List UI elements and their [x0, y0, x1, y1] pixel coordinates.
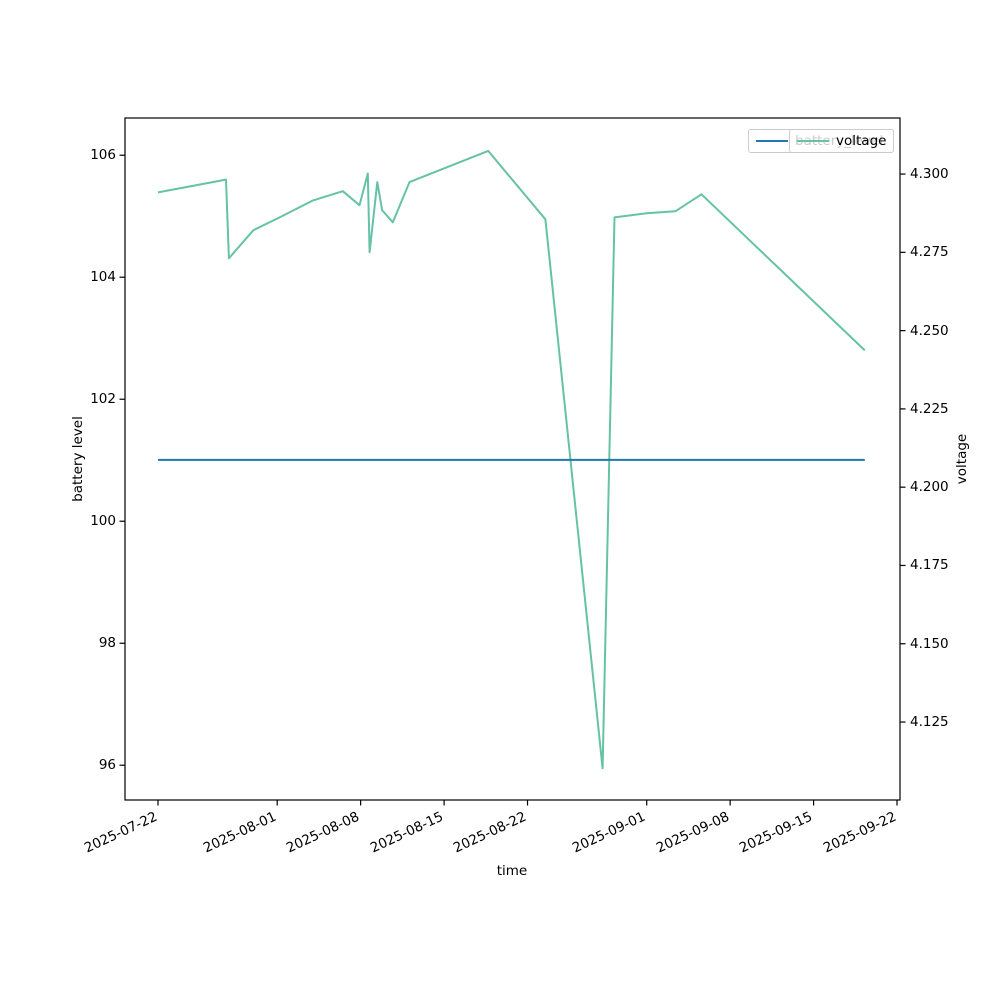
left-axis-tick-label: 106 — [90, 147, 116, 164]
left-axis-title: battery level — [70, 416, 86, 502]
legend-line-sample-voltage — [797, 140, 829, 142]
right-axis-tick-label: 4.275 — [910, 244, 949, 261]
left-axis-tick-label: 96 — [98, 757, 116, 774]
right-axis-tick-label: 4.175 — [910, 557, 949, 574]
left-axis-tick-label: 98 — [98, 635, 116, 652]
series-line-battery_level — [157, 149, 866, 770]
plot-frame — [124, 117, 901, 801]
right-axis-tick-label: 4.200 — [910, 479, 949, 496]
right-axis-tick-label: 4.250 — [910, 322, 949, 339]
right-axis-tick-label: 4.150 — [910, 635, 949, 652]
left-axis-tick-label: 102 — [90, 391, 116, 408]
legend-box-voltage: voltage — [789, 129, 894, 153]
legend-label-voltage: voltage — [836, 133, 887, 149]
right-axis-tick-label: 4.125 — [910, 714, 949, 731]
x-axis-title: time — [496, 863, 528, 879]
right-axis-title: voltage — [954, 433, 970, 485]
left-axis-tick-label: 100 — [90, 513, 116, 530]
right-axis-tick-label: 4.300 — [910, 166, 949, 183]
right-axis-tick-label: 4.225 — [910, 400, 949, 417]
left-axis-tick-label: 104 — [90, 269, 116, 286]
legend-line-sample-battery — [756, 140, 788, 142]
